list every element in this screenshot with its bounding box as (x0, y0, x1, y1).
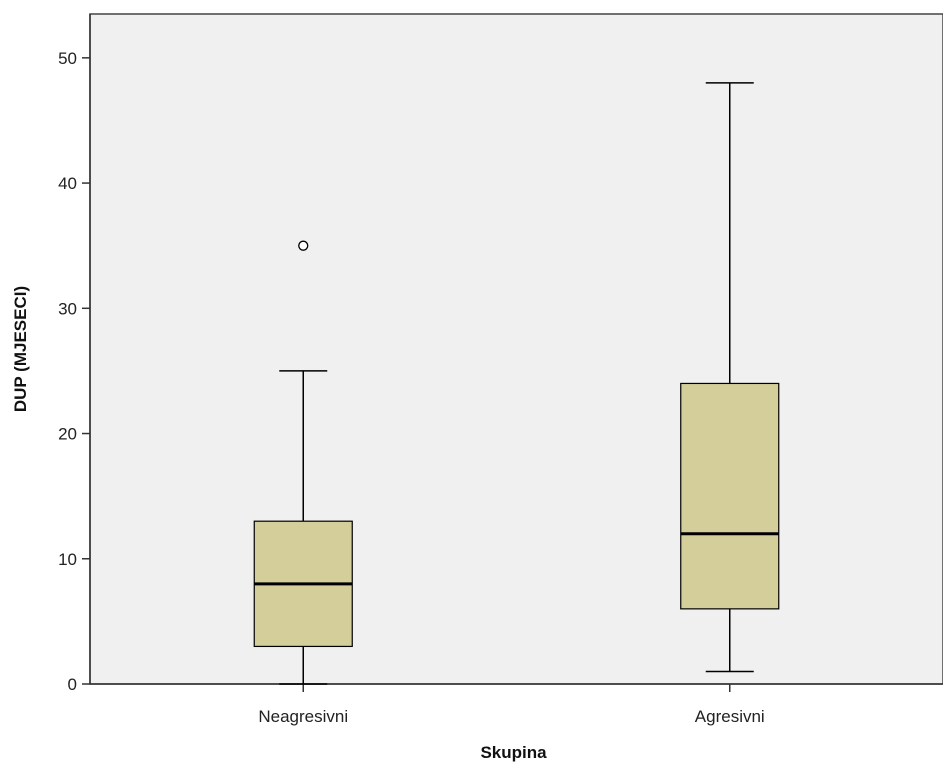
outlier-point (298, 240, 309, 251)
x-axis: Neagresivni Agresivni (90, 683, 943, 726)
y-tick-label: 20 (58, 425, 77, 444)
y-tick-label: 10 (58, 550, 77, 569)
y-axis-title: DUP (MJESECI) (11, 286, 30, 412)
y-tick-label: 40 (58, 174, 77, 193)
boxes-group (253, 82, 780, 685)
box-agresivni (680, 82, 780, 673)
y-tick-label: 30 (58, 299, 77, 318)
y-tick-label: 0 (68, 675, 77, 694)
box-neagresivni (253, 240, 353, 685)
y-tick-label: 50 (58, 49, 77, 68)
x-tick-label: Neagresivni (258, 707, 348, 726)
plot-area (89, 13, 943, 685)
y-axis: 0 10 20 30 40 50 (58, 14, 91, 694)
iqr-box (680, 382, 780, 610)
x-tick-label: Agresivni (695, 707, 765, 726)
x-axis-title: Skupina (480, 743, 547, 762)
